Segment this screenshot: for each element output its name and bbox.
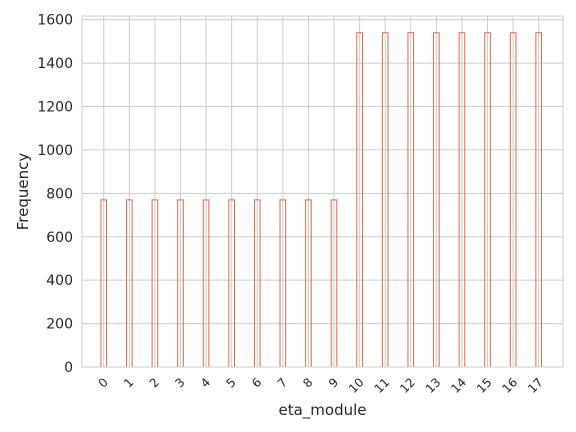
- y-tick-label: 400: [46, 273, 73, 289]
- x-tick-label: 4: [198, 375, 213, 390]
- x-tick-label: 6: [249, 375, 264, 390]
- bar: [433, 32, 440, 367]
- grid: [82, 16, 563, 368]
- x-tick-label: 16: [500, 375, 521, 396]
- bar: [253, 199, 261, 367]
- y-tick-label: 1000: [37, 143, 73, 159]
- x-tick-label: 2: [147, 375, 162, 390]
- x-tick-label: 10: [346, 375, 367, 396]
- x-tick-label: 13: [423, 375, 444, 396]
- bar: [330, 199, 338, 367]
- x-tick-label: 7: [275, 375, 290, 390]
- x-tick-labels: 0 1 2 3 4 5 6 7 8 9 10 11 12 13 14 15 16 17: [96, 375, 546, 396]
- y-tick-label: 0: [64, 360, 73, 376]
- bar: [202, 199, 210, 367]
- y-tick-label: 600: [46, 230, 73, 246]
- bar: [458, 32, 466, 367]
- bar: [535, 32, 543, 367]
- x-tick-label: 8: [300, 375, 315, 390]
- x-axis-label: eta_module: [278, 401, 366, 420]
- bar: [279, 199, 287, 367]
- x-tick-label: 1: [121, 375, 136, 390]
- bar: [356, 32, 363, 367]
- x-tick-label: 15: [474, 375, 495, 396]
- y-tick-label: 1400: [37, 56, 73, 72]
- bar: [305, 199, 312, 367]
- x-tick-label: 5: [223, 375, 238, 390]
- y-tick-label: 200: [46, 317, 73, 333]
- plot-frame: [81, 15, 564, 368]
- bar: [100, 199, 108, 367]
- bar: [126, 199, 133, 367]
- y-tick-label: 1200: [37, 100, 73, 116]
- y-tick-label: 800: [46, 186, 73, 202]
- bars: [100, 32, 543, 367]
- bar: [381, 32, 389, 367]
- y-tick-label: 1600: [37, 13, 73, 29]
- x-tick-label: 9: [326, 375, 341, 390]
- bar: [407, 32, 415, 367]
- bar: [151, 199, 159, 367]
- x-tick-label: 3: [172, 375, 187, 390]
- x-tick-label: 14: [448, 375, 469, 396]
- x-tick-label: 17: [525, 375, 546, 396]
- y-axis-label: Frequency: [14, 153, 32, 231]
- bar: [509, 32, 517, 367]
- y-tick-labels: 0 200 400 600 800 1000 1200 1400 1600: [37, 13, 73, 376]
- x-tick-label: 12: [397, 375, 418, 396]
- x-tick-label: 0: [96, 375, 111, 390]
- bar: [484, 32, 491, 367]
- x-tick-label: 11: [372, 375, 393, 396]
- bar: [228, 199, 235, 367]
- bar: [177, 199, 184, 367]
